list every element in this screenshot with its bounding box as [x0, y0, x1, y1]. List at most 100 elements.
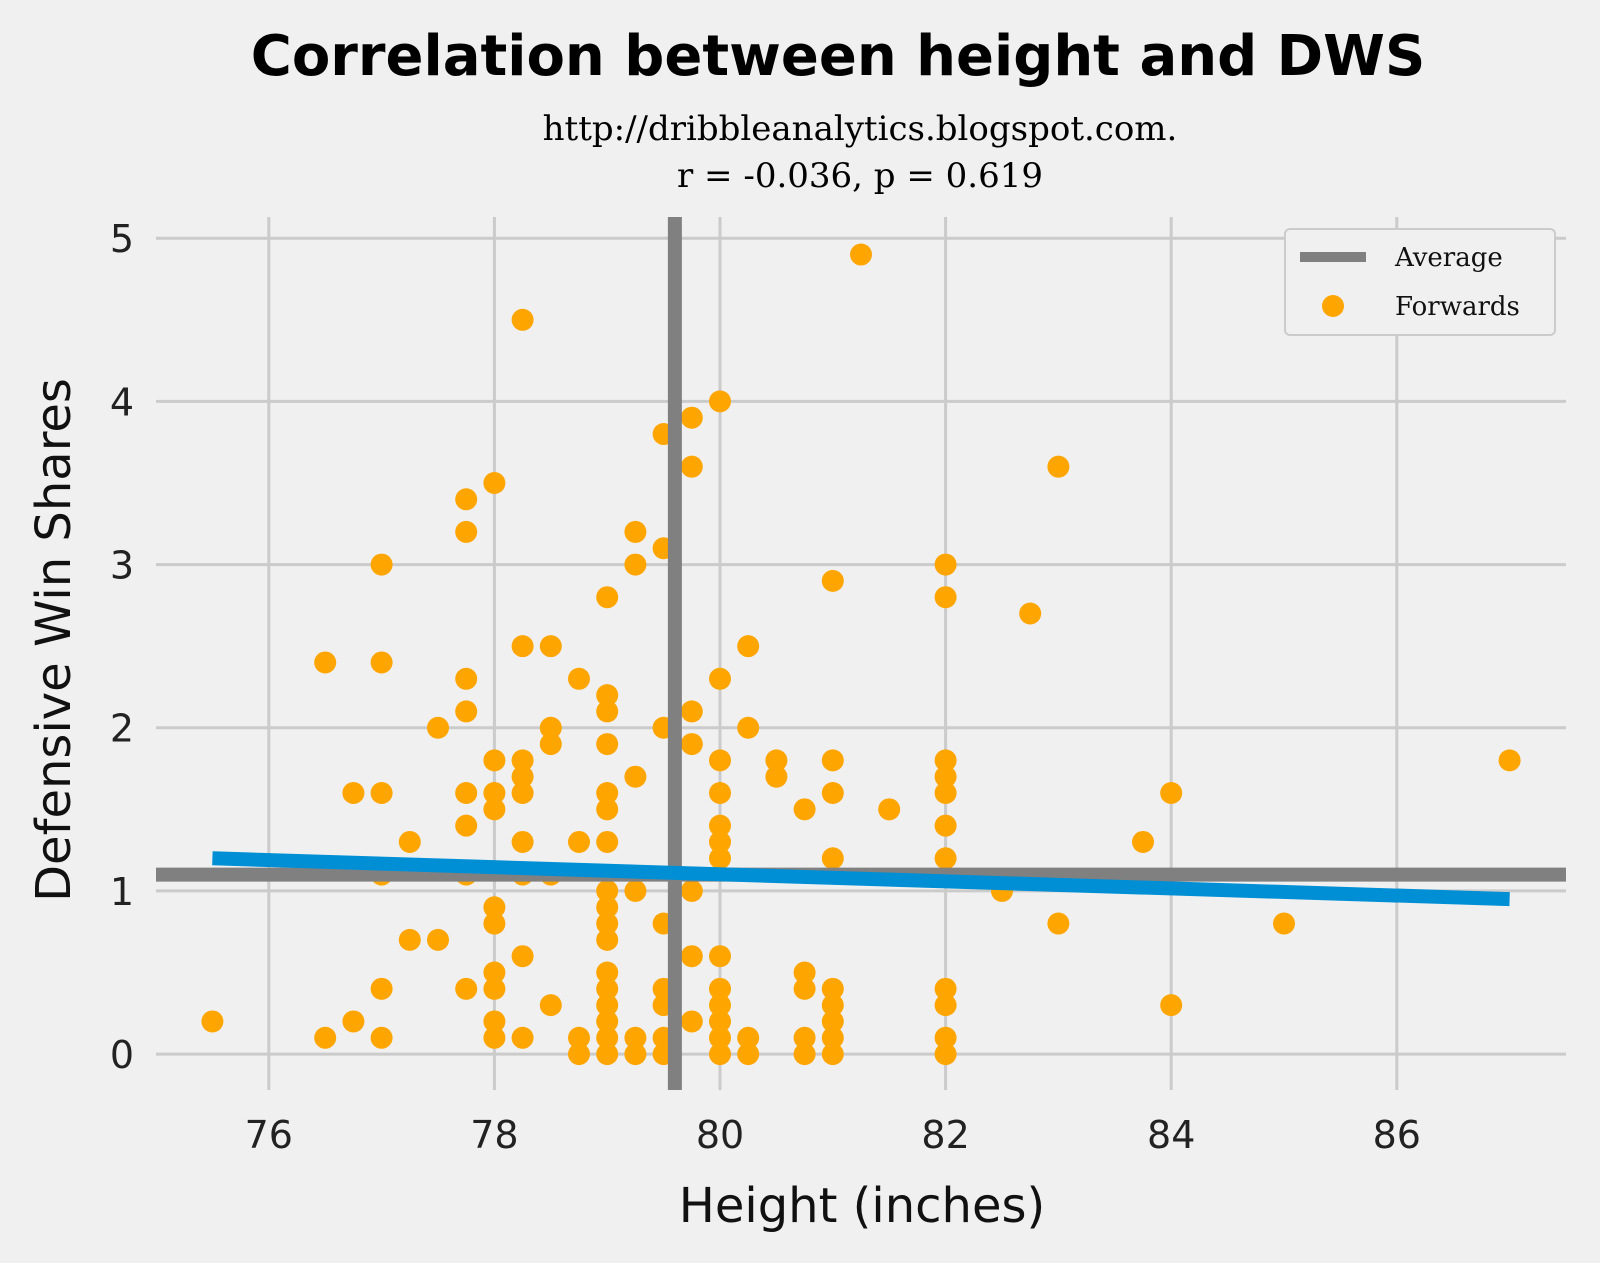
data-point: [624, 1026, 647, 1049]
data-point: [680, 945, 703, 968]
data-point: [709, 782, 731, 805]
data-point: [483, 912, 506, 935]
data-point: [1160, 994, 1183, 1017]
data-point: [680, 455, 703, 478]
data-point: [793, 1026, 816, 1049]
data-point: [370, 977, 393, 1000]
data-point: [596, 782, 619, 805]
data-point: [821, 847, 844, 870]
data-point: [709, 830, 731, 853]
data-point: [455, 700, 478, 723]
data-point: [596, 1026, 619, 1049]
y-tick-label: 4: [110, 380, 134, 424]
data-point: [709, 749, 731, 772]
x-tick-label: 76: [245, 1113, 293, 1157]
data-point: [709, 1043, 731, 1066]
data-point: [934, 1043, 957, 1066]
data-point: [398, 830, 421, 853]
chart-title: Correlation between height and DWS: [251, 24, 1426, 89]
data-point: [737, 1026, 760, 1049]
data-point: [680, 879, 703, 902]
data-point: [821, 1026, 844, 1049]
x-tick-label: 80: [696, 1113, 744, 1157]
data-point: [793, 1043, 816, 1066]
data-point: [1019, 602, 1042, 625]
data-point: [709, 1010, 731, 1033]
data-point: [483, 961, 506, 984]
data-point: [1160, 782, 1183, 805]
legend-average-label: Average: [1394, 243, 1503, 273]
data-point: [455, 977, 478, 1000]
data-point: [568, 1026, 590, 1049]
data-point: [511, 765, 534, 788]
legend-forwards-label: Forwards: [1395, 292, 1520, 322]
data-point: [483, 782, 506, 805]
legend-forwards-swatch: [1322, 295, 1344, 317]
data-point: [934, 553, 957, 576]
data-point: [370, 1026, 393, 1049]
data-point: [1047, 455, 1070, 478]
chart-subtitle-line-2: r = -0.036, p = 0.619: [677, 156, 1043, 196]
data-point: [821, 782, 844, 805]
data-point: [821, 1043, 844, 1066]
data-point: [596, 684, 619, 707]
data-point: [737, 1043, 760, 1066]
data-point: [1132, 830, 1154, 853]
data-point: [624, 765, 647, 788]
data-point: [596, 700, 619, 723]
data-point: [483, 749, 506, 772]
x-tick-label: 84: [1147, 1113, 1195, 1157]
data-point: [314, 1026, 337, 1049]
data-point: [596, 830, 619, 853]
data-point: [455, 520, 478, 543]
data-point: [483, 977, 506, 1000]
data-point: [793, 961, 816, 984]
data-point: [483, 1026, 506, 1049]
data-point: [709, 390, 731, 413]
data-point: [709, 847, 731, 870]
data-point: [680, 1010, 703, 1033]
data-point: [680, 700, 703, 723]
data-point: [539, 733, 562, 756]
data-point: [314, 651, 337, 674]
data-point: [1047, 912, 1070, 935]
y-tick-label: 3: [110, 544, 134, 588]
data-point: [765, 765, 788, 788]
data-point: [596, 896, 619, 919]
data-point: [737, 635, 760, 658]
data-point: [709, 945, 731, 968]
data-point: [821, 994, 844, 1017]
data-point: [370, 651, 393, 674]
data-point: [821, 977, 844, 1000]
data-point: [624, 553, 647, 576]
data-point: [709, 977, 731, 1000]
data-point: [342, 782, 365, 805]
data-point: [821, 749, 844, 772]
data-point: [483, 798, 506, 821]
data-point: [624, 520, 647, 543]
data-point: [596, 912, 619, 935]
data-point: [455, 814, 478, 837]
data-point: [624, 1043, 647, 1066]
data-point: [793, 798, 816, 821]
y-axis-label: Defensive Win Shares: [26, 378, 82, 902]
data-point: [511, 308, 534, 331]
data-point: [596, 977, 619, 1000]
y-tick-label: 5: [110, 217, 134, 261]
data-point: [934, 782, 957, 805]
data-point: [455, 782, 478, 805]
data-point: [934, 586, 957, 609]
data-point: [596, 1043, 619, 1066]
data-point: [511, 782, 534, 805]
data-point: [765, 749, 788, 772]
data-point: [596, 1010, 619, 1033]
data-point: [1498, 749, 1521, 772]
data-point: [370, 553, 393, 576]
data-point: [511, 945, 534, 968]
data-point: [483, 896, 506, 919]
data-point: [596, 879, 619, 902]
data-point: [398, 928, 421, 951]
data-point: [934, 847, 957, 870]
